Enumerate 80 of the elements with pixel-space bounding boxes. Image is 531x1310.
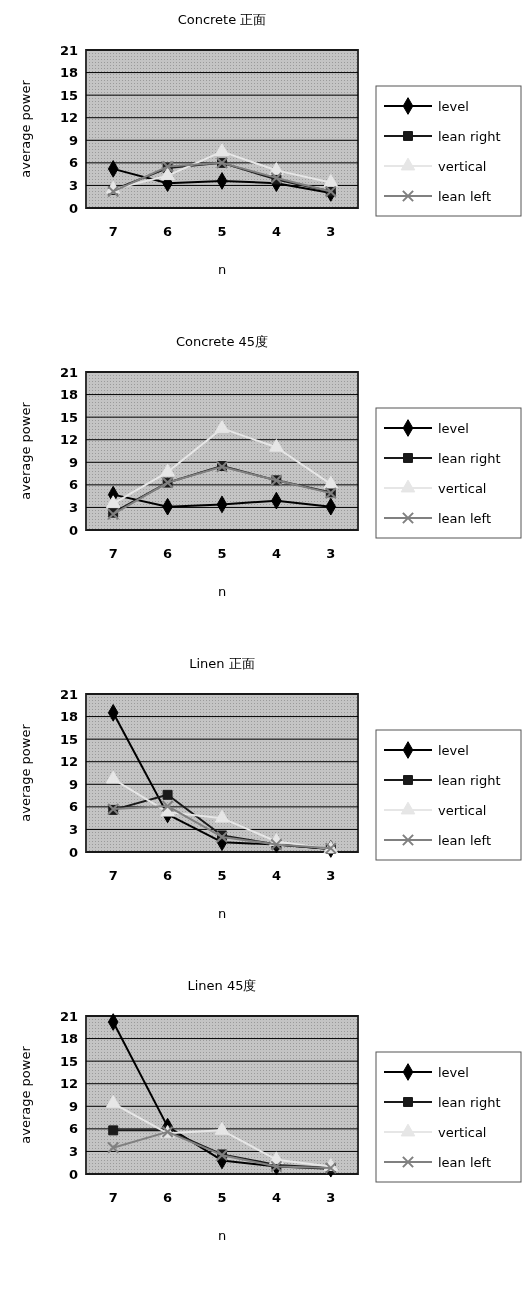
legend-label: lean left — [438, 832, 492, 848]
legend-label: vertical — [438, 480, 487, 496]
y-tick-label: 0 — [68, 844, 78, 860]
x-tick-label: 3 — [326, 224, 336, 239]
x-axis-title: n — [217, 906, 227, 921]
legend-label: lean left — [438, 188, 492, 204]
x-axis-title: n — [217, 1228, 227, 1243]
x-tick-label: 4 — [271, 1190, 281, 1205]
y-tick-label: 15 — [59, 731, 78, 747]
legend-label: lean left — [438, 1154, 492, 1170]
y-tick-label: 9 — [68, 454, 78, 470]
x-axis-title: n — [217, 584, 227, 599]
y-tick-label: 15 — [59, 87, 78, 103]
x-tick-label: 7 — [108, 224, 118, 239]
legend-label: level — [438, 420, 469, 436]
y-tick-label: 18 — [59, 387, 78, 403]
chart-title: Concrete 45度 — [175, 334, 269, 349]
legend-label: lean right — [438, 1094, 501, 1110]
y-axis-title: average power — [18, 1045, 33, 1144]
x-tick-label: 7 — [108, 1190, 118, 1205]
x-tick-label: 6 — [163, 224, 173, 239]
y-tick-label: 18 — [59, 1031, 78, 1047]
chart-title: Concrete 正面 — [177, 12, 267, 27]
y-tick-label: 15 — [59, 1053, 78, 1069]
x-tick-label: 7 — [108, 546, 118, 561]
x-tick-label: 5 — [217, 546, 227, 561]
y-tick-label: 12 — [59, 1076, 78, 1092]
y-tick-label: 12 — [59, 432, 78, 448]
legend-label: lean left — [438, 510, 492, 526]
legend-label: vertical — [438, 158, 487, 174]
y-tick-label: 21 — [59, 42, 78, 58]
x-tick-label: 3 — [326, 546, 336, 561]
chart-title: Linen 45度 — [187, 978, 257, 993]
y-tick-label: 9 — [68, 1098, 78, 1114]
x-tick-label: 7 — [108, 868, 118, 883]
y-tick-label: 0 — [68, 522, 78, 538]
x-tick-label: 4 — [271, 868, 281, 883]
y-tick-label: 6 — [68, 799, 78, 815]
y-tick-label: 6 — [68, 155, 78, 171]
y-tick-label: 9 — [68, 132, 78, 148]
y-tick-label: 21 — [59, 364, 78, 380]
y-axis-title: average power — [18, 401, 33, 500]
y-tick-label: 9 — [68, 776, 78, 792]
x-tick-label: 5 — [217, 1190, 227, 1205]
x-tick-label: 4 — [271, 546, 281, 561]
x-tick-label: 5 — [217, 224, 227, 239]
y-tick-label: 15 — [59, 409, 78, 425]
legend-label: vertical — [438, 1124, 487, 1140]
legend-label: level — [438, 742, 469, 758]
y-tick-label: 21 — [59, 1008, 78, 1024]
legend-label: lean right — [438, 128, 501, 144]
legend-label: level — [438, 98, 469, 114]
x-tick-label: 4 — [271, 224, 281, 239]
x-tick-label: 3 — [326, 868, 336, 883]
chart-title: Linen 正面 — [189, 656, 255, 671]
x-tick-label: 6 — [163, 1190, 173, 1205]
y-tick-label: 0 — [68, 1166, 78, 1182]
legend-label: vertical — [438, 802, 487, 818]
x-tick-label: 6 — [163, 546, 173, 561]
legend-label: level — [438, 1064, 469, 1080]
y-tick-label: 12 — [59, 754, 78, 770]
y-axis-title: average power — [18, 723, 33, 822]
y-tick-label: 6 — [68, 477, 78, 493]
y-tick-label: 21 — [59, 686, 78, 702]
legend-label: lean right — [438, 772, 501, 788]
legend-label: lean right — [438, 450, 501, 466]
y-tick-label: 12 — [59, 110, 78, 126]
x-tick-label: 5 — [217, 868, 227, 883]
y-tick-label: 3 — [68, 1143, 78, 1159]
y-axis-title: average power — [18, 79, 33, 178]
y-tick-label: 0 — [68, 200, 78, 216]
y-tick-label: 18 — [59, 65, 78, 81]
y-tick-label: 3 — [68, 177, 78, 193]
y-tick-label: 3 — [68, 499, 78, 515]
y-tick-label: 3 — [68, 821, 78, 837]
x-tick-label: 3 — [326, 1190, 336, 1205]
y-tick-label: 18 — [59, 709, 78, 725]
x-axis-title: n — [217, 262, 227, 277]
x-tick-label: 6 — [163, 868, 173, 883]
y-tick-label: 6 — [68, 1121, 78, 1137]
